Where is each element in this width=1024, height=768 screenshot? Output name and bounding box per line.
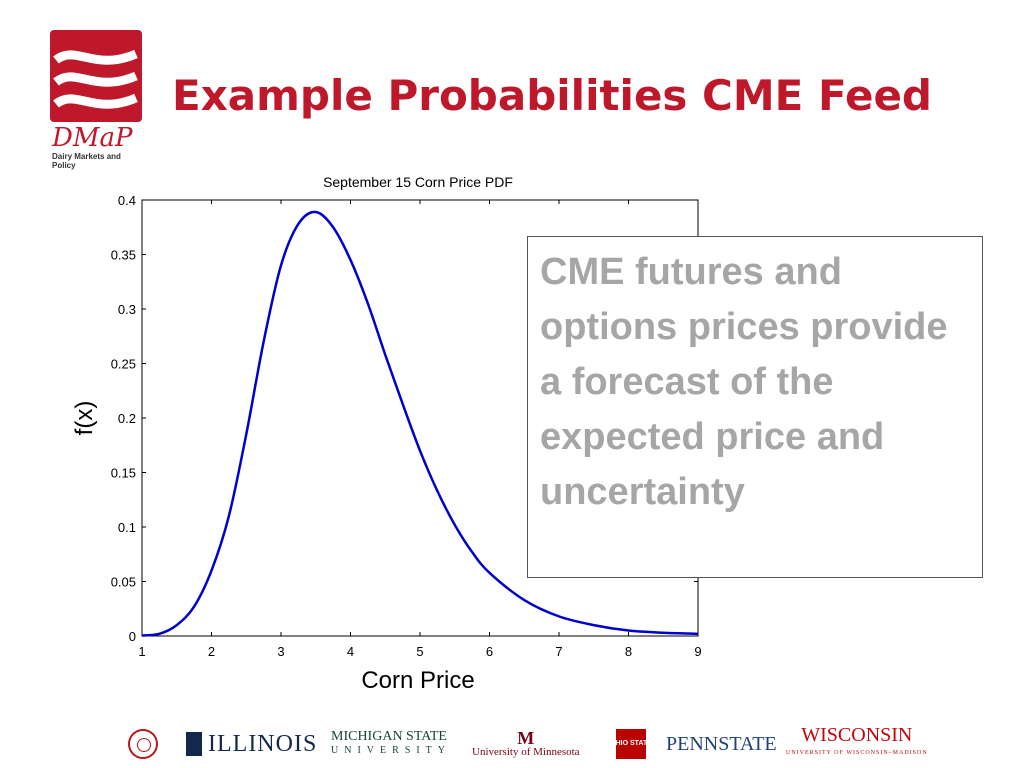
- y-tick-label: 0.15: [111, 466, 136, 481]
- dmap-logo: DMaP Dairy Markets and Policy: [50, 30, 145, 170]
- x-tick-label: 8: [625, 644, 632, 659]
- wisconsin-label: WISCONSIN: [801, 724, 913, 746]
- illinois-logo: ILLINOIS: [186, 720, 317, 768]
- y-tick-label: 0.2: [118, 411, 136, 426]
- wisconsin-sub: UNIVERSITY OF WISCONSIN–MADISON: [786, 750, 928, 756]
- y-tick-label: 0.25: [111, 357, 136, 372]
- y-tick-label: 0.1: [118, 520, 136, 535]
- x-axis-label: Corn Price: [361, 667, 474, 694]
- x-tick-label: 2: [208, 644, 215, 659]
- penn-state-logo: PENNSTATE: [666, 732, 777, 755]
- x-tick-label: 6: [486, 644, 493, 659]
- x-tick-label: 1: [138, 644, 145, 659]
- minnesota-m-icon: M: [517, 728, 535, 748]
- minnesota-logo: M University of Minnesota: [472, 720, 580, 768]
- logo-name: DMaP: [52, 123, 133, 153]
- y-axis-label: f(x): [71, 401, 98, 436]
- series-line: [141, 210, 699, 637]
- callout-box: CME futures and options prices provide a…: [527, 236, 983, 578]
- logo-waves-icon: [50, 30, 142, 122]
- x-tick-label: 3: [277, 644, 284, 659]
- chart-title: September 15 Corn Price PDF: [323, 174, 513, 190]
- wisconsin-logo: WISCONSIN UNIVERSITY OF WISCONSIN–MADISO…: [786, 720, 928, 768]
- x-tick-label: 4: [347, 644, 354, 659]
- x-tick-label: 7: [555, 644, 562, 659]
- y-tick-label: 0.3: [118, 302, 136, 317]
- x-tick-label: 5: [416, 644, 423, 659]
- x-tick-label: 9: [694, 644, 701, 659]
- y-tick-label: 0.4: [118, 193, 136, 208]
- msu-university: UNIVERSITY: [331, 745, 451, 756]
- y-tick-label: 0.35: [111, 248, 136, 263]
- illinois-i-icon: [186, 732, 202, 756]
- logo-subtitle: Dairy Markets and Policy: [52, 152, 121, 170]
- cornell-seal-icon: [128, 720, 158, 768]
- y-tick-label: 0.05: [111, 575, 136, 590]
- illinois-label: ILLINOIS: [208, 730, 318, 757]
- ohio-state-logo: OHIO STATE: [610, 720, 652, 768]
- slide-title: Example Probabilities CME Feed: [172, 71, 932, 120]
- minnesota-label: University of Minnesota: [472, 746, 580, 758]
- university-footer: ILLINOIS MICHIGAN STATE UNIVERSITY M Uni…: [0, 720, 1024, 768]
- ohio-state-label: OHIO STATE: [610, 729, 652, 759]
- michigan-state-logo: MICHIGAN STATE UNIVERSITY: [331, 720, 451, 768]
- msu-name: MICHIGAN STATE: [331, 729, 447, 744]
- y-tick-label: 0: [129, 629, 136, 644]
